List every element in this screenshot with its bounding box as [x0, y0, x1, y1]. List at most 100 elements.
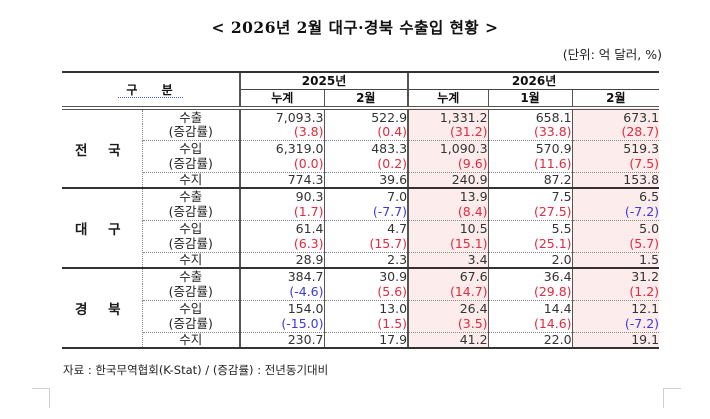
cell-2025-feb: 39.6: [323, 171, 409, 189]
cell-2026-feb: 519.3: [571, 139, 660, 156]
row-label: (증감률): [168, 204, 213, 220]
cell-2025-cumulative: (3.8): [239, 124, 325, 140]
row-label: (증감률): [168, 284, 213, 300]
cell-2026-cumulative: 41.2: [407, 331, 489, 349]
cell-2025-cumulative: 28.9: [239, 251, 325, 269]
col-header-2026-jan: 1월: [487, 89, 573, 110]
cell-2025-feb: 483.3: [323, 139, 409, 156]
cell-2026-feb: (-7.2): [571, 204, 660, 220]
row-label: 수출: [179, 109, 203, 125]
table-row: 수지 230.7 17.9 41.2 22.0 19.1: [62, 331, 660, 349]
col-header-2025-cumulative: 누계: [239, 89, 325, 110]
cell-2025-cumulative: (1.7): [239, 204, 325, 220]
table-row: 수입 6,319.0 483.3 1,090.3 570.9 519.3: [62, 139, 660, 156]
cell-2026-jan: (14.6): [487, 316, 573, 332]
gubun-header: 구 분: [62, 71, 241, 110]
cell-2026-jan: 658.1: [487, 108, 573, 124]
cell-2025-cumulative: (6.3): [239, 236, 325, 252]
cell-2025-feb: 17.9: [323, 331, 409, 349]
table-row: 수입 61.4 4.7 10.5 5.5 5.0: [62, 219, 660, 236]
cell-2026-cumulative: 10.5: [407, 219, 489, 236]
cell-2026-jan: (25.1): [487, 236, 573, 252]
row-label: (증감률): [168, 124, 213, 140]
cell-2026-cumulative: (15.1): [407, 236, 489, 252]
cell-2026-jan: 2.0: [487, 251, 573, 269]
cell-2026-feb: 19.1: [571, 331, 660, 349]
year-header-2026: 2026년: [407, 71, 660, 90]
col-header-2026-feb: 2월: [571, 89, 660, 110]
table-row: 전 국 수출 7,093.3 522.9 1,331.2 658.1 673.1: [62, 108, 660, 189]
cell-2026-feb: 673.1: [571, 108, 660, 124]
cell-2026-jan: (29.8): [487, 284, 573, 300]
table-row: 경 북 수출 384.7 30.9 67.6 36.4 31.2: [62, 268, 660, 349]
cell-2025-cumulative: 6,319.0: [239, 139, 325, 156]
cell-2026-feb: (7.5): [571, 156, 660, 172]
cell-2025-feb: 4.7: [323, 219, 409, 236]
cell-2025-cumulative: 384.7: [239, 268, 325, 284]
cell-2026-jan: 7.5: [487, 188, 573, 204]
table-row: 수입 154.0 13.0 26.4 14.4 12.1: [62, 299, 660, 316]
cell-2025-cumulative: 774.3: [239, 171, 325, 189]
row-label: 수지: [142, 331, 241, 349]
row-label: 수출: [179, 269, 203, 284]
cell-2025-cumulative: (-4.6): [239, 284, 325, 300]
cell-2026-feb: (1.2): [571, 284, 660, 300]
cell-2026-jan: (11.6): [487, 156, 573, 172]
cell-2026-feb: 31.2: [571, 268, 660, 284]
cell-2025-cumulative: (0.0): [239, 156, 325, 172]
cell-2026-cumulative: (8.4): [407, 204, 489, 220]
cell-2026-jan: 87.2: [487, 171, 573, 189]
cell-2026-cumulative: 3.4: [407, 251, 489, 269]
table-row: 대 구 수출 90.3 7.0 13.9 7.5 6.5: [62, 188, 660, 269]
row-label: (증감률): [168, 236, 213, 252]
cell-2026-feb: 153.8: [571, 171, 660, 189]
table-row: (증감률) (1.7) (-7.7) (8.4) (27.5) (-7.2): [62, 204, 660, 220]
cell-2026-cumulative: 13.9: [407, 188, 489, 204]
cell-2026-feb: (-7.2): [571, 316, 660, 332]
cell-2026-jan: 22.0: [487, 331, 573, 349]
unit-label: (단위: 억 달러, %): [562, 47, 662, 62]
cell-2025-cumulative: 61.4: [239, 219, 325, 236]
row-label: 수출: [179, 189, 203, 204]
table-row: (증감률) (-4.6) (5.6) (14.7) (29.8) (1.2): [62, 284, 660, 300]
source-note: 자료 : 한국무역협회(K-Stat) / (증감률) : 전년동기대비: [63, 363, 329, 377]
cell-2026-feb: (5.7): [571, 236, 660, 252]
cell-2025-feb: (1.5): [323, 316, 409, 332]
row-label: 수입: [142, 219, 241, 236]
cell-2026-feb: 12.1: [571, 299, 660, 316]
cell-2025-feb: 522.9: [323, 108, 409, 124]
cell-2026-jan: 14.4: [487, 299, 573, 316]
table-row: (증감률) (-15.0) (1.5) (3.5) (14.6) (-7.2): [62, 316, 660, 332]
cell-2026-feb: 5.0: [571, 219, 660, 236]
table-body: 전 국 수출 7,093.3 522.9 1,331.2 658.1 673.1 (증감률)(…: [62, 108, 660, 349]
region-label: 대 구: [62, 188, 143, 269]
year-header-2025: 2025년: [239, 71, 409, 90]
row-label: (증감률): [168, 316, 213, 332]
cell-2026-jan: 5.5: [487, 219, 573, 236]
cell-2026-cumulative: (9.6): [407, 156, 489, 172]
region-label: 전 국: [62, 108, 143, 189]
cell-2026-cumulative: 26.4: [407, 299, 489, 316]
region-label: 경 북: [62, 268, 143, 349]
cell-2026-jan: 570.9: [487, 139, 573, 156]
table-row: (증감률) (0.0) (0.2) (9.6) (11.6) (7.5): [62, 156, 660, 172]
cell-2025-cumulative: 7,093.3: [239, 108, 325, 124]
cell-2026-feb: (28.7): [571, 124, 660, 140]
col-header-2026-cumulative: 누계: [407, 89, 489, 110]
cell-2026-cumulative: 240.9: [407, 171, 489, 189]
cell-2025-feb: (0.4): [323, 124, 409, 140]
cell-2026-jan: 36.4: [487, 268, 573, 284]
cell-2025-feb: 2.3: [323, 251, 409, 269]
cell-2026-feb: 1.5: [571, 251, 660, 269]
col-header-2025-feb: 2월: [323, 89, 409, 110]
cell-2026-cumulative: (3.5): [407, 316, 489, 332]
cell-2026-jan: (27.5): [487, 204, 573, 220]
cell-2025-cumulative: 230.7: [239, 331, 325, 349]
cell-2026-feb: 6.5: [571, 188, 660, 204]
row-label: 수입: [142, 139, 241, 156]
cell-2025-feb: (0.2): [323, 156, 409, 172]
row-label: (증감률): [168, 156, 213, 172]
row-label: 수지: [142, 251, 241, 269]
cell-2025-cumulative: (-15.0): [239, 316, 325, 332]
page-corner-mark-right: [663, 388, 681, 408]
